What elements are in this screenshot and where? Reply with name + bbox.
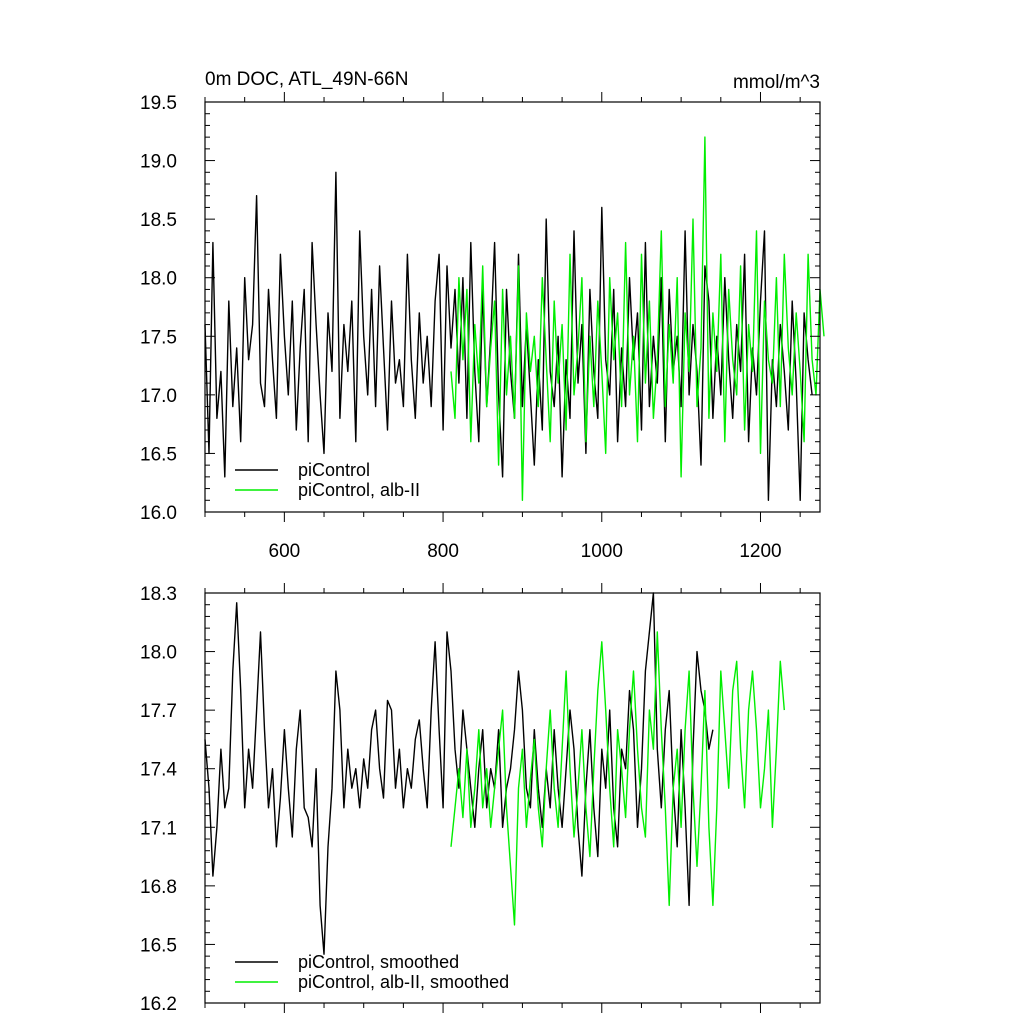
bottom-ytick-label-3: 17.1 xyxy=(140,818,177,839)
top-panel: 0m DOC, ATL_49N-66N mmol/m^3 16.0 16.5 17.… xyxy=(140,69,825,562)
top-legend-label-0: piControl xyxy=(298,460,370,480)
bottom-series-layer xyxy=(204,592,785,955)
top-chart-title: 0m DOC, ATL_49N-66N xyxy=(205,69,408,90)
top-plot-frame xyxy=(204,101,821,513)
top-chart-units: mmol/m^3 xyxy=(733,72,820,93)
top-legend: piControl piControl, alb-II xyxy=(235,460,420,500)
bottom-ytick-label-7: 18.3 xyxy=(140,584,177,605)
top-series-line-1 xyxy=(450,136,825,501)
bottom-ytick-label-0: 16.2 xyxy=(140,994,177,1015)
bottom-ticks-layer: 16.2 16.5 16.8 17.1 17.4 17.7 18.0 18.3 xyxy=(140,583,820,1015)
top-ytick-label-0: 16.0 xyxy=(140,503,177,524)
top-ytick-label-2: 17.0 xyxy=(140,386,177,407)
top-ytick-label-5: 18.5 xyxy=(140,210,177,231)
top-ytick-label-3: 17.5 xyxy=(140,327,177,348)
top-xtick-label-3: 1200 xyxy=(739,541,781,562)
bottom-legend-label-1: piControl, alb-II, smoothed xyxy=(298,972,509,992)
bottom-ytick-label-1: 16.5 xyxy=(140,935,177,956)
top-ticks-layer: 16.0 16.5 17.0 17.5 18.0 18.5 19.0 19.5 600 800 10… xyxy=(140,92,820,562)
bottom-ytick-label-6: 18.0 xyxy=(140,643,177,664)
bottom-ytick-label-4: 17.4 xyxy=(140,760,177,781)
top-xtick-label-0: 600 xyxy=(269,541,301,562)
bottom-panel: 16.2 16.5 16.8 17.1 17.4 17.7 18.0 18.3 piContr… xyxy=(140,583,821,1015)
top-ytick-label-7: 19.5 xyxy=(140,93,177,114)
top-xtick-label-1: 800 xyxy=(427,541,459,562)
top-xtick-label-2: 1000 xyxy=(581,541,623,562)
bottom-ytick-label-5: 17.7 xyxy=(140,701,177,722)
bottom-legend: piControl, smoothed piControl, alb-II, s… xyxy=(235,952,509,992)
bottom-series-line-0 xyxy=(204,592,714,955)
top-ytick-label-6: 19.0 xyxy=(140,152,177,173)
top-ytick-label-4: 18.0 xyxy=(140,269,177,290)
bottom-legend-label-0: piControl, smoothed xyxy=(298,952,459,972)
top-series-line-0 xyxy=(204,171,813,501)
top-ytick-label-1: 16.5 xyxy=(140,444,177,465)
bottom-ytick-label-2: 16.8 xyxy=(140,877,177,898)
top-legend-label-1: piControl, alb-II xyxy=(298,480,420,500)
top-series-layer xyxy=(204,136,825,501)
bottom-plot-frame xyxy=(204,592,821,1004)
bottom-series-line-1 xyxy=(450,631,785,926)
